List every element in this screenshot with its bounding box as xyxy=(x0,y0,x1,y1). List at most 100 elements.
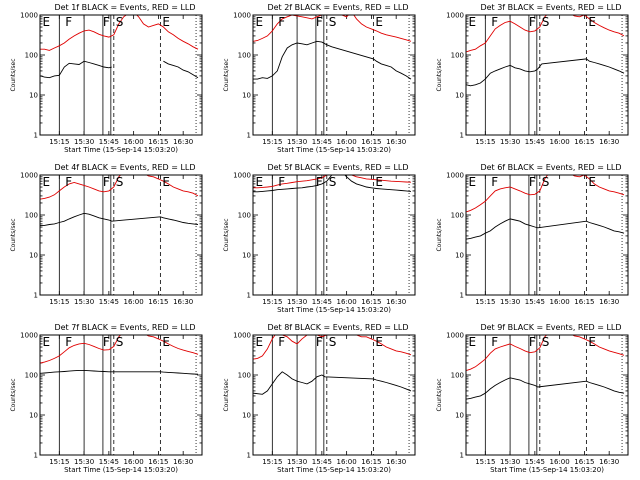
x-tick-label: 15:15 xyxy=(49,458,69,466)
x-axis-label: Start Time (15-Sep-14 15:03:20) xyxy=(490,466,604,474)
x-tick-label: 16:15 xyxy=(574,298,594,306)
chart-panel-5: Det 5f BLACK = Events, RED = LLD Counts/s… xyxy=(223,163,416,314)
x-tick-label: 16:30 xyxy=(173,458,193,466)
region-label: F xyxy=(316,175,323,189)
y-tick-label: 1 xyxy=(460,132,464,140)
plot-frame xyxy=(465,14,629,136)
chart-panel-9: Det 9f BLACK = Events, RED = LLD Counts/s… xyxy=(436,323,629,474)
series-line-lld xyxy=(253,15,412,42)
series-line-events xyxy=(40,369,199,375)
y-tick-label: 10 xyxy=(242,412,251,420)
region-label: F xyxy=(491,15,498,29)
plot-frame xyxy=(252,14,416,136)
region-label: F xyxy=(278,335,285,349)
x-tick-label: 16:30 xyxy=(173,138,193,146)
chart-title: Det 1f BLACK = Events, RED = LLD xyxy=(54,3,195,12)
region-label: S xyxy=(329,175,337,189)
region-label: F xyxy=(103,15,110,29)
chart-title: Det 3f BLACK = Events, RED = LLD xyxy=(480,3,621,12)
region-label: E xyxy=(42,175,50,189)
region-label: F xyxy=(491,335,498,349)
y-tick-label: 10 xyxy=(29,252,38,260)
y-tick-label: 1000 xyxy=(20,12,38,20)
region-label: E xyxy=(468,335,476,349)
chart-title: Det 7f BLACK = Events, RED = LLD xyxy=(54,323,195,332)
y-tick-label: 1 xyxy=(34,292,38,300)
y-tick-label: 1 xyxy=(247,292,251,300)
region-label: F xyxy=(529,335,536,349)
y-tick-label: 100 xyxy=(451,52,464,60)
x-tick-label: 16:30 xyxy=(173,298,193,306)
y-tick-label: 1 xyxy=(247,132,251,140)
y-tick-label: 10 xyxy=(29,412,38,420)
chart-panel-7: Det 7f BLACK = Events, RED = LLD Counts/s… xyxy=(10,323,203,474)
y-tick-label: 100 xyxy=(451,212,464,220)
y-axis-label: Counts/sec xyxy=(223,58,230,91)
x-tick-label: 16:00 xyxy=(550,458,570,466)
chart-title: Det 5f BLACK = Events, RED = LLD xyxy=(267,163,408,172)
region-label: F xyxy=(529,175,536,189)
plot-frame xyxy=(39,14,203,136)
x-tick-label: 16:00 xyxy=(124,458,144,466)
y-tick-label: 100 xyxy=(238,52,251,60)
region-label: F xyxy=(103,175,110,189)
y-tick-label: 10 xyxy=(455,252,464,260)
region-label: F xyxy=(316,335,323,349)
y-tick-label: 1000 xyxy=(233,172,251,180)
y-axis-label: Counts/sec xyxy=(223,378,230,411)
series-line-events xyxy=(40,212,199,226)
y-axis-label: Counts/sec xyxy=(223,218,230,251)
y-tick-label: 1000 xyxy=(446,172,464,180)
x-tick-label: 15:15 xyxy=(475,298,495,306)
y-tick-label: 100 xyxy=(238,212,251,220)
x-tick-label: 15:45 xyxy=(525,298,545,306)
chart-title: Det 8f BLACK = Events, RED = LLD xyxy=(267,323,408,332)
region-label: E xyxy=(468,15,476,29)
region-label: E xyxy=(588,15,596,29)
region-label: E xyxy=(255,15,263,29)
x-tick-label: 15:45 xyxy=(312,138,332,146)
x-tick-label: 16:00 xyxy=(550,138,570,146)
region-label: F xyxy=(316,15,323,29)
x-tick-label: 15:45 xyxy=(525,138,545,146)
x-tick-label: 15:45 xyxy=(525,458,545,466)
chart-panel-3: Det 3f BLACK = Events, RED = LLD Counts/s… xyxy=(436,3,629,146)
series-line-events xyxy=(466,377,625,400)
x-axis-label: Start Time (15-Sep-14 15:03:20) xyxy=(64,466,178,474)
plot-frame xyxy=(252,334,416,456)
y-axis-label: Counts/sec xyxy=(436,378,443,411)
chart-title: Det 9f BLACK = Events, RED = LLD xyxy=(480,323,621,332)
region-label: S xyxy=(542,15,550,29)
plot-frame xyxy=(39,334,203,456)
y-tick-label: 1000 xyxy=(20,172,38,180)
series-line-events xyxy=(466,58,625,87)
region-label: F xyxy=(491,175,498,189)
x-tick-label: 15:30 xyxy=(500,298,520,306)
region-label: S xyxy=(329,335,337,349)
x-tick-label: 15:45 xyxy=(99,458,119,466)
y-axis-label: Counts/sec xyxy=(10,378,17,411)
x-tick-label: 16:30 xyxy=(599,298,619,306)
chart-title: Det 4f BLACK = Events, RED = LLD xyxy=(54,163,195,172)
y-tick-label: 10 xyxy=(455,412,464,420)
region-label: E xyxy=(468,175,476,189)
region-label: E xyxy=(42,15,50,29)
x-tick-label: 15:30 xyxy=(500,138,520,146)
region-label: S xyxy=(116,15,124,29)
x-tick-label: 15:15 xyxy=(475,138,495,146)
x-tick-label: 16:30 xyxy=(386,298,406,306)
y-tick-label: 10 xyxy=(242,252,251,260)
region-label: E xyxy=(588,175,596,189)
y-axis-label: Counts/sec xyxy=(10,218,17,251)
region-label: E xyxy=(162,335,170,349)
x-tick-label: 15:15 xyxy=(475,458,495,466)
x-tick-label: 15:15 xyxy=(262,458,282,466)
y-tick-label: 10 xyxy=(242,92,251,100)
y-axis-label: Counts/sec xyxy=(10,58,17,91)
x-tick-label: 15:30 xyxy=(74,138,94,146)
chart-title: Det 6f BLACK = Events, RED = LLD xyxy=(480,163,621,172)
y-tick-label: 1000 xyxy=(233,12,251,20)
region-label: E xyxy=(375,15,383,29)
y-tick-label: 10 xyxy=(29,92,38,100)
